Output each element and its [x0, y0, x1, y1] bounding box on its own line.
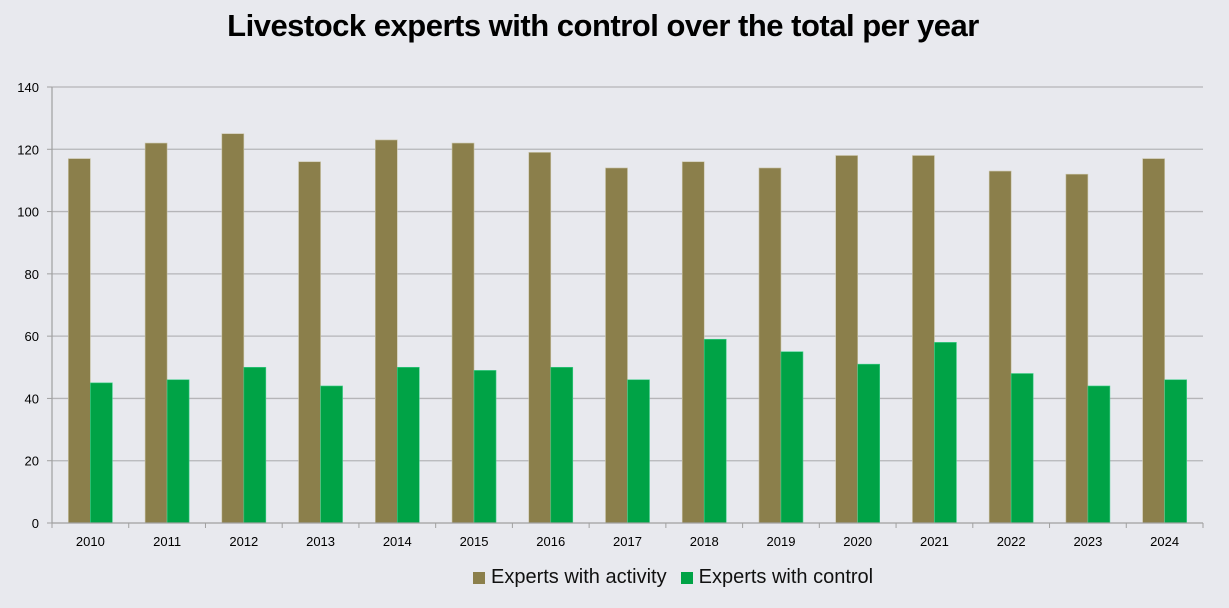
bar-activity-2024	[1142, 158, 1165, 524]
x-tick-label: 2020	[843, 534, 872, 549]
bar-activity-2021	[912, 155, 935, 524]
bar-control-2022	[1010, 373, 1034, 524]
x-tick-label: 2018	[690, 534, 719, 549]
y-tick-label: 60	[25, 329, 39, 344]
legend-item-activity: Experts with activity	[473, 566, 667, 589]
legend: Experts with activity Experts with contr…	[473, 566, 887, 589]
bar-activity-2010	[68, 158, 91, 524]
x-tick-label: 2019	[767, 534, 796, 549]
bar-control-2010	[90, 382, 113, 524]
x-tick-label: 2014	[383, 534, 412, 549]
bar-control-2024	[1164, 379, 1187, 524]
bar-control-2013	[320, 385, 343, 524]
bar-control-2021	[934, 342, 957, 524]
bar-activity-2013	[298, 161, 321, 524]
x-tick-label: 2024	[1150, 534, 1179, 549]
x-tick-label: 2011	[153, 534, 181, 549]
bar-control-2017	[627, 379, 650, 524]
bar-activity-2018	[681, 161, 705, 524]
bars	[68, 133, 1187, 524]
x-tick-label: 2010	[76, 534, 105, 549]
x-tick-label: 2015	[460, 534, 489, 549]
bar-activity-2023	[1065, 173, 1089, 524]
legend-swatch-control	[680, 571, 693, 584]
y-tick-label: 0	[32, 516, 39, 531]
bar-activity-2012	[221, 133, 245, 524]
bar-control-2018	[703, 338, 727, 524]
y-tick-label: 100	[17, 205, 39, 220]
bar-activity-2020	[835, 155, 859, 524]
y-tick-label: 140	[17, 80, 39, 95]
bar-activity-2015	[451, 142, 475, 524]
chart-title: Livestock experts with control over the …	[227, 8, 979, 43]
x-tick-label: 2022	[997, 534, 1026, 549]
legend-label-activity: Experts with activity	[491, 566, 667, 588]
y-tick-label: 20	[25, 454, 39, 469]
legend-label-control: Experts with control	[698, 566, 874, 588]
bar-control-2019	[780, 351, 804, 524]
legend-item-control: Experts with control	[680, 566, 874, 589]
bar-activity-2011	[144, 142, 168, 524]
bar-control-2020	[857, 363, 881, 524]
y-tick-label: 40	[25, 391, 39, 406]
bar-control-2014	[396, 366, 420, 524]
bar-control-2011	[166, 379, 190, 524]
y-tick-label: 80	[25, 267, 39, 282]
x-tick-label: 2021	[920, 534, 949, 549]
y-tick-label: 120	[17, 142, 39, 157]
bar-control-2012	[243, 366, 267, 524]
bar-activity-2014	[374, 139, 398, 524]
x-tick-label: 2013	[306, 534, 335, 549]
bar-activity-2016	[528, 152, 552, 524]
y-axis-ticks: 0 20 40 60 80 100 120 140	[17, 80, 52, 531]
bar-control-2023	[1087, 385, 1111, 524]
bar-activity-2019	[758, 167, 782, 524]
x-tick-label: 2023	[1073, 534, 1102, 549]
x-tick-label: 2017	[613, 534, 642, 549]
bar-activity-2022	[988, 170, 1012, 524]
bar-control-2016	[550, 366, 574, 524]
x-axis: 2010 2011 2012 2013 2014 2015 2016 2017 2018 2019…	[51, 87, 1204, 549]
bar-control-2015	[473, 370, 497, 524]
bar-activity-2017	[605, 167, 628, 524]
legend-swatch-activity	[473, 571, 485, 584]
x-tick-label: 2016	[536, 534, 565, 549]
x-tick-label: 2012	[229, 534, 258, 549]
